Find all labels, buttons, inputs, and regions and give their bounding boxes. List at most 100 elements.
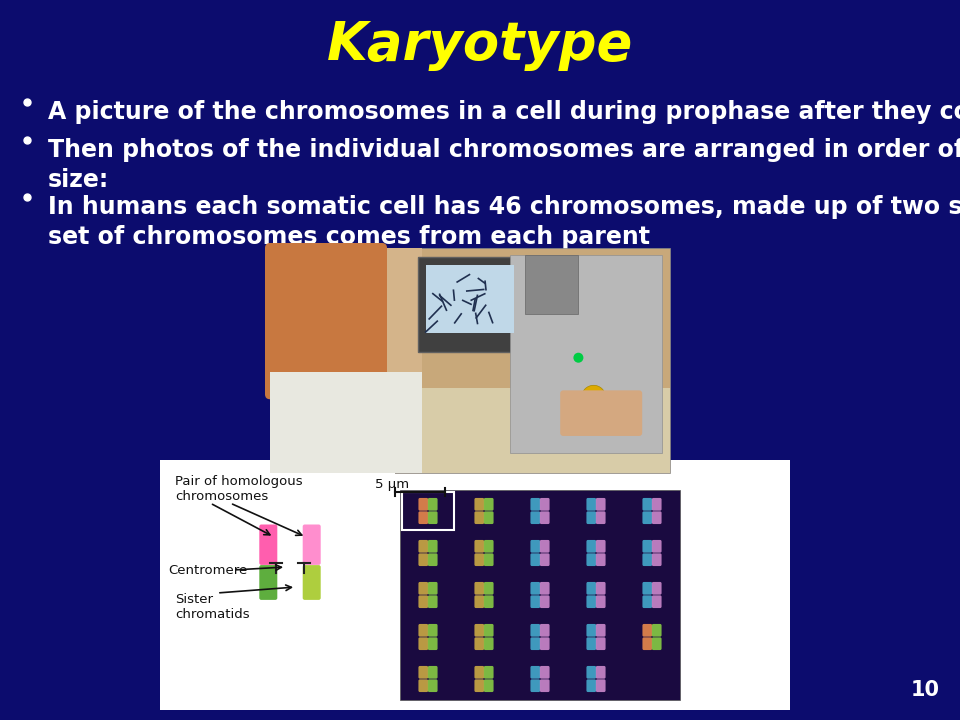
FancyBboxPatch shape (587, 554, 596, 566)
FancyBboxPatch shape (419, 498, 428, 510)
Bar (270, 248, 422, 473)
FancyBboxPatch shape (419, 554, 428, 566)
FancyBboxPatch shape (428, 554, 438, 566)
Text: 10: 10 (911, 680, 940, 700)
FancyBboxPatch shape (587, 511, 596, 524)
FancyBboxPatch shape (596, 554, 606, 566)
FancyBboxPatch shape (474, 680, 484, 692)
FancyBboxPatch shape (540, 582, 549, 595)
FancyBboxPatch shape (428, 511, 438, 524)
Text: A picture of the chromosomes in a cell during prophase after they condense: A picture of the chromosomes in a cell d… (48, 100, 960, 124)
Bar (400, 490, 680, 700)
FancyBboxPatch shape (540, 680, 549, 692)
FancyBboxPatch shape (652, 624, 661, 636)
FancyBboxPatch shape (259, 565, 277, 600)
Text: Sister
chromatids: Sister chromatids (175, 593, 250, 621)
FancyBboxPatch shape (540, 511, 549, 524)
FancyBboxPatch shape (652, 637, 661, 650)
FancyBboxPatch shape (474, 511, 484, 524)
FancyBboxPatch shape (596, 511, 606, 524)
FancyBboxPatch shape (419, 680, 428, 692)
FancyBboxPatch shape (540, 540, 549, 553)
FancyBboxPatch shape (652, 582, 661, 595)
FancyBboxPatch shape (587, 637, 596, 650)
FancyBboxPatch shape (474, 554, 484, 566)
Text: Karyotype: Karyotype (326, 19, 634, 71)
FancyBboxPatch shape (428, 595, 438, 608)
FancyBboxPatch shape (596, 666, 606, 679)
FancyBboxPatch shape (596, 680, 606, 692)
Circle shape (582, 385, 606, 409)
FancyBboxPatch shape (540, 666, 549, 679)
FancyBboxPatch shape (474, 498, 484, 510)
Text: In humans each somatic cell has 46 chromosomes, made up of two sets, one
set of : In humans each somatic cell has 46 chrom… (48, 195, 960, 248)
FancyBboxPatch shape (474, 582, 484, 595)
FancyBboxPatch shape (259, 524, 277, 565)
FancyBboxPatch shape (540, 595, 549, 608)
FancyBboxPatch shape (428, 582, 438, 595)
FancyBboxPatch shape (642, 637, 652, 650)
FancyBboxPatch shape (484, 680, 493, 692)
FancyBboxPatch shape (484, 637, 493, 650)
Bar (160, 460, 395, 710)
Circle shape (573, 353, 584, 363)
FancyBboxPatch shape (484, 554, 493, 566)
FancyBboxPatch shape (428, 624, 438, 636)
FancyBboxPatch shape (419, 540, 428, 553)
FancyBboxPatch shape (419, 511, 428, 524)
FancyBboxPatch shape (642, 554, 652, 566)
FancyBboxPatch shape (642, 511, 652, 524)
FancyBboxPatch shape (419, 666, 428, 679)
FancyBboxPatch shape (642, 595, 652, 608)
FancyBboxPatch shape (474, 624, 484, 636)
FancyBboxPatch shape (474, 666, 484, 679)
FancyBboxPatch shape (587, 540, 596, 553)
Bar (160, 460, 790, 710)
FancyBboxPatch shape (531, 540, 540, 553)
FancyBboxPatch shape (587, 666, 596, 679)
Text: Centromere: Centromere (168, 564, 248, 577)
FancyBboxPatch shape (587, 595, 596, 608)
Bar (270, 248, 670, 473)
FancyBboxPatch shape (531, 498, 540, 510)
FancyBboxPatch shape (428, 498, 438, 510)
FancyBboxPatch shape (428, 540, 438, 553)
FancyBboxPatch shape (474, 637, 484, 650)
FancyBboxPatch shape (596, 582, 606, 595)
FancyBboxPatch shape (540, 554, 549, 566)
FancyBboxPatch shape (484, 582, 493, 595)
FancyBboxPatch shape (531, 666, 540, 679)
FancyBboxPatch shape (419, 624, 428, 636)
Bar (418, 257, 522, 351)
FancyBboxPatch shape (474, 540, 484, 553)
FancyBboxPatch shape (265, 243, 387, 400)
FancyBboxPatch shape (642, 498, 652, 510)
FancyBboxPatch shape (484, 666, 493, 679)
FancyBboxPatch shape (642, 540, 652, 553)
FancyBboxPatch shape (652, 498, 661, 510)
FancyBboxPatch shape (540, 624, 549, 636)
FancyBboxPatch shape (302, 524, 321, 565)
FancyBboxPatch shape (642, 624, 652, 636)
FancyBboxPatch shape (531, 511, 540, 524)
FancyBboxPatch shape (652, 540, 661, 553)
FancyBboxPatch shape (484, 498, 493, 510)
FancyBboxPatch shape (587, 582, 596, 595)
FancyBboxPatch shape (531, 554, 540, 566)
Text: Pair of homologous
chromosomes: Pair of homologous chromosomes (175, 475, 302, 503)
FancyBboxPatch shape (484, 595, 493, 608)
FancyBboxPatch shape (540, 637, 549, 650)
FancyBboxPatch shape (587, 624, 596, 636)
Text: 5 μm: 5 μm (375, 478, 409, 491)
Bar (510, 255, 662, 453)
FancyBboxPatch shape (531, 680, 540, 692)
FancyBboxPatch shape (587, 680, 596, 692)
FancyBboxPatch shape (596, 637, 606, 650)
FancyBboxPatch shape (484, 511, 493, 524)
FancyBboxPatch shape (596, 624, 606, 636)
FancyBboxPatch shape (531, 637, 540, 650)
FancyBboxPatch shape (652, 554, 661, 566)
Text: Then photos of the individual chromosomes are arranged in order of decreasing
si: Then photos of the individual chromosome… (48, 138, 960, 192)
FancyBboxPatch shape (561, 390, 642, 436)
Bar (525, 255, 578, 314)
